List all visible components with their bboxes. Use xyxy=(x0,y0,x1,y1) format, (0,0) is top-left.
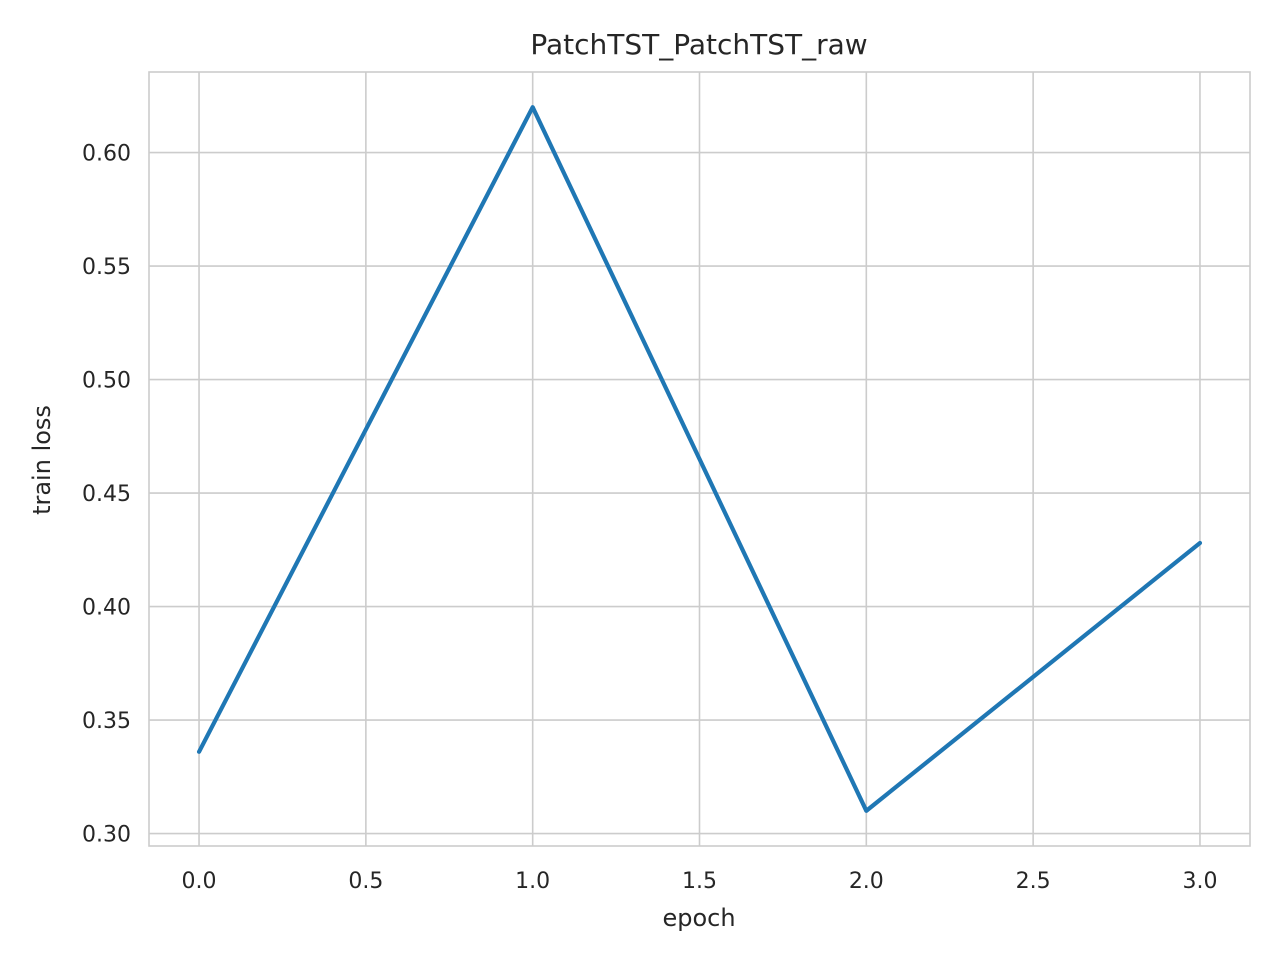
chart-title: PatchTST_PatchTST_raw xyxy=(530,28,867,61)
x-tick-label: 1.0 xyxy=(515,869,550,894)
x-tick-label: 0.5 xyxy=(348,869,383,894)
y-tick-label: 0.60 xyxy=(82,142,131,167)
x-tick-label: 0.0 xyxy=(182,869,217,894)
x-axis-label: epoch xyxy=(662,904,735,932)
x-tick-label: 2.0 xyxy=(849,869,884,894)
y-tick-label: 0.35 xyxy=(82,709,131,734)
y-axis-ticks: 0.30 0.35 0.40 0.45 0.50 0.55 0.60 xyxy=(82,142,131,848)
series-layer xyxy=(196,105,1203,813)
x-axis-ticks: 0.0 0.5 1.0 1.5 2.0 2.5 3.0 xyxy=(182,869,1218,894)
y-tick-label: 0.55 xyxy=(82,255,131,280)
y-tick-label: 0.40 xyxy=(82,596,131,621)
series-line xyxy=(196,105,1203,813)
y-axis-label: train loss xyxy=(28,405,56,515)
y-tick-label: 0.30 xyxy=(82,823,131,848)
y-tick-label: 0.50 xyxy=(82,369,131,394)
x-tick-label: 3.0 xyxy=(1182,869,1217,894)
x-tick-label: 2.5 xyxy=(1016,869,1051,894)
y-tick-label: 0.45 xyxy=(82,482,131,507)
x-tick-label: 1.5 xyxy=(682,869,717,894)
plot-area-frame xyxy=(148,71,1251,847)
